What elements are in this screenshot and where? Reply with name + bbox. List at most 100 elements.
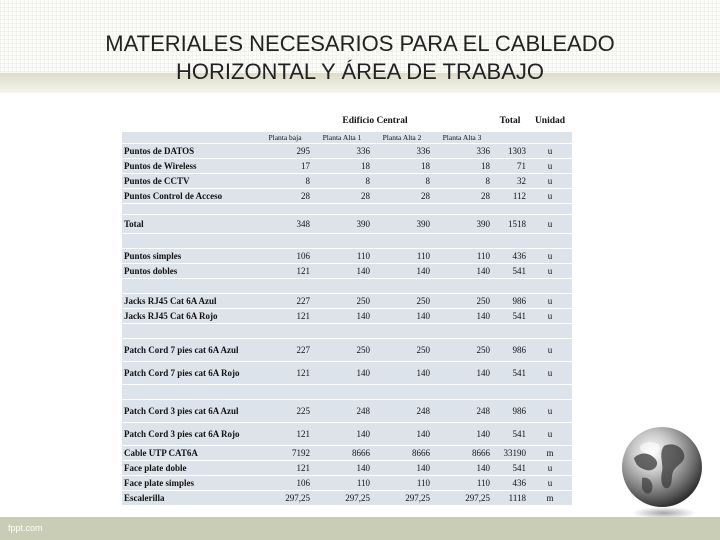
footer-bar — [0, 517, 720, 540]
cell-value: 140 — [372, 308, 432, 324]
cell-unit: u — [528, 475, 572, 491]
cell-value: 110 — [312, 475, 372, 491]
cell-unit: u — [528, 308, 572, 324]
cell-total: 541 — [492, 308, 528, 324]
cell-value: 110 — [312, 248, 372, 264]
cell-value: 7192 — [258, 445, 312, 461]
cell-value: 8666 — [432, 445, 492, 461]
footer-brand: fppt.com — [8, 523, 43, 533]
cell-value: 140 — [372, 263, 432, 279]
cell-value: 297,25 — [312, 490, 372, 505]
cell-value: 248 — [372, 399, 432, 423]
cell-value: 110 — [432, 248, 492, 264]
table-row: Puntos de Wireless 17 18 18 18 71 u — [122, 158, 572, 174]
cell-value: 121 — [258, 460, 312, 476]
cell-value: 248 — [432, 399, 492, 423]
cell-value: 348 — [258, 214, 312, 234]
row-label: Patch Cord 3 pies cat 6A Azul — [122, 399, 258, 423]
cell-value: 336 — [312, 143, 372, 159]
header-stripe — [0, 73, 720, 93]
cell-value: 8666 — [372, 445, 432, 461]
row-label: Puntos simples — [122, 248, 258, 264]
table-row: Puntos dobles 121 140 140 140 541 u — [122, 263, 572, 279]
table-spacer-row — [122, 203, 572, 215]
cell-value: 297,25 — [432, 490, 492, 505]
cell-value: 28 — [372, 188, 432, 204]
cell-unit: u — [528, 422, 572, 446]
cell-total: 1303 — [492, 143, 528, 159]
cell-unit: u — [528, 143, 572, 159]
cell-value: 336 — [432, 143, 492, 159]
table-row: Puntos Control de Acceso 28 28 28 28 112… — [122, 188, 572, 204]
cell-value: 140 — [312, 308, 372, 324]
cell-total: 541 — [492, 422, 528, 446]
cell-value: 106 — [258, 248, 312, 264]
materials-table: Edificio Central Total Unidad Planta baj… — [122, 110, 572, 505]
cell-value: 28 — [432, 188, 492, 204]
table-row: Patch Cord 7 pies cat 6A Azul 227 250 25… — [122, 338, 572, 362]
row-label: Jacks RJ45 Cat 6A Azul — [122, 293, 258, 309]
cell-value: 121 — [258, 263, 312, 279]
cell-unit: m — [528, 445, 572, 461]
table-row: Patch Cord 3 pies cat 6A Rojo 121 140 14… — [122, 422, 572, 446]
cell-value: 227 — [258, 293, 312, 309]
cell-value: 140 — [432, 263, 492, 279]
row-label: Puntos Control de Acceso — [122, 188, 258, 204]
unit-header: Unidad — [528, 110, 572, 132]
cell-total: 112 — [492, 188, 528, 204]
cell-value: 18 — [372, 158, 432, 174]
table-row: Jacks RJ45 Cat 6A Rojo 121 140 140 140 5… — [122, 308, 572, 324]
floor-header: Planta Alta 1 — [312, 132, 372, 144]
cell-unit: m — [528, 490, 572, 505]
cell-value: 390 — [432, 214, 492, 234]
table-row: Jacks RJ45 Cat 6A Azul 227 250 250 250 9… — [122, 293, 572, 309]
cell-value: 140 — [432, 422, 492, 446]
cell-total: 986 — [492, 338, 528, 362]
cell-value: 8 — [432, 173, 492, 189]
cell-unit: u — [528, 158, 572, 174]
row-label: Puntos de Wireless — [122, 158, 258, 174]
cell-value: 8 — [372, 173, 432, 189]
table-row: Face plate simples 106 110 110 110 436 u — [122, 475, 572, 491]
cell-unit: u — [528, 293, 572, 309]
table-spacer-row — [122, 323, 572, 339]
row-label: Escalerilla — [122, 490, 258, 505]
cell-value: 297,25 — [372, 490, 432, 505]
building-header: Edificio Central — [258, 110, 492, 132]
row-label: Total — [122, 214, 258, 234]
table-row: Puntos de DATOS 295 336 336 336 1303 u — [122, 143, 572, 159]
cell-unit: u — [528, 361, 572, 385]
cell-unit: u — [528, 188, 572, 204]
cell-total: 1118 — [492, 490, 528, 505]
cell-value: 18 — [312, 158, 372, 174]
cell-value: 250 — [372, 293, 432, 309]
row-label: Face plate simples — [122, 475, 258, 491]
table-row: Face plate doble 121 140 140 140 541 u — [122, 460, 572, 476]
cell-value: 106 — [258, 475, 312, 491]
materials-table-container: Edificio Central Total Unidad Planta baj… — [122, 110, 572, 505]
cell-value: 390 — [372, 214, 432, 234]
globe-icon — [622, 427, 702, 519]
cell-value: 250 — [312, 338, 372, 362]
cell-value: 295 — [258, 143, 312, 159]
cell-total: 32 — [492, 173, 528, 189]
title-line-2: HORIZONTAL Y ÁREA DE TRABAJO — [176, 59, 544, 84]
cell-unit: u — [528, 214, 572, 234]
cell-total: 436 — [492, 475, 528, 491]
table-row: Patch Cord 3 pies cat 6A Azul 225 248 24… — [122, 399, 572, 423]
cell-value: 110 — [372, 475, 432, 491]
cell-value: 140 — [312, 422, 372, 446]
cell-unit: u — [528, 399, 572, 423]
cell-value: 121 — [258, 422, 312, 446]
cell-value: 250 — [372, 338, 432, 362]
cell-value: 250 — [432, 293, 492, 309]
cell-value: 390 — [312, 214, 372, 234]
cell-value: 110 — [372, 248, 432, 264]
cell-value: 140 — [372, 422, 432, 446]
cell-value: 225 — [258, 399, 312, 423]
total-header: Total — [492, 110, 528, 132]
table-spacer-row — [122, 278, 572, 294]
cell-value: 140 — [372, 361, 432, 385]
cell-total: 33190 — [492, 445, 528, 461]
table-row: Puntos de CCTV 8 8 8 8 32 u — [122, 173, 572, 189]
